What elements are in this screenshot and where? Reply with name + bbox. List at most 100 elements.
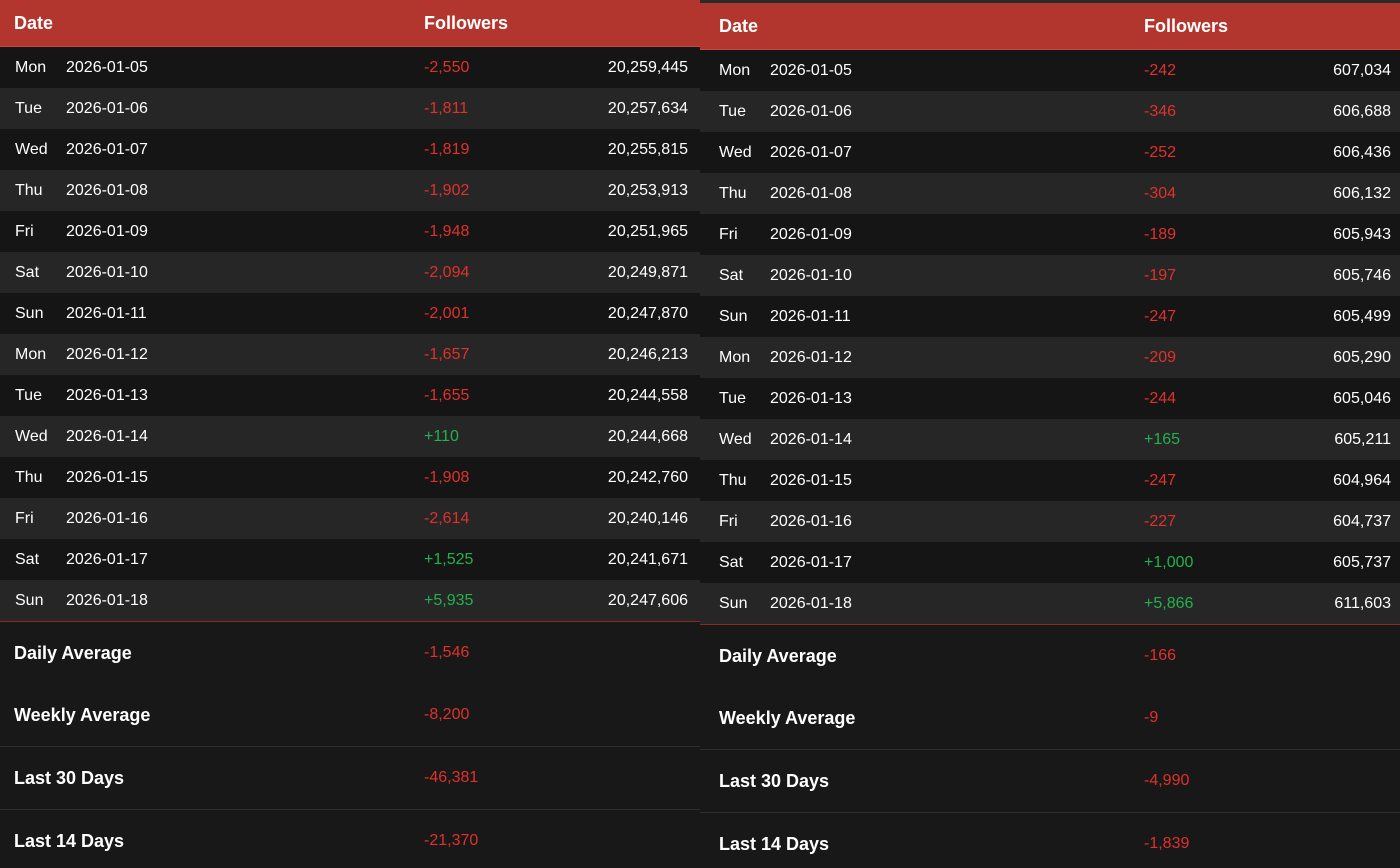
- follower-change-cell: -247: [1144, 471, 1177, 489]
- table-row: Wed 2026-01-07 -1,819 20,255,815: [0, 129, 700, 170]
- follower-total-cell: 20,242,760: [607, 468, 688, 486]
- date-cell: 2026-01-10: [66, 263, 148, 281]
- follower-total-cell: 611,603: [1334, 594, 1391, 612]
- date-cell: 2026-01-14: [66, 427, 148, 445]
- date-cell: 2026-01-16: [770, 512, 852, 530]
- follower-total-cell: 606,688: [1333, 102, 1391, 120]
- follower-total-cell: 604,964: [1333, 471, 1391, 489]
- followers-column-header[interactable]: Followers: [1144, 15, 1229, 36]
- follower-change-cell: -242: [1144, 61, 1177, 79]
- day-cell: Thu: [719, 471, 747, 489]
- summary-label: Last 30 Days: [719, 770, 830, 791]
- followers-column-header[interactable]: Followers: [424, 12, 509, 33]
- summary-label: Last 14 Days: [719, 833, 830, 854]
- day-cell: Sun: [719, 594, 748, 612]
- follower-total-cell: 20,240,146: [607, 509, 688, 527]
- table-row: Tue 2026-01-13 -1,655 20,244,558: [0, 375, 700, 416]
- day-cell: Sun: [15, 304, 44, 322]
- date-cell: 2026-01-18: [770, 594, 852, 612]
- right-stats-table: Date Followers Mon 2026-01-05 -242 607,034 T…: [700, 0, 1400, 868]
- day-cell: Mon: [15, 345, 47, 363]
- summary-value: -166: [1144, 647, 1177, 664]
- follower-change-cell: -252: [1144, 143, 1177, 161]
- follower-total-cell: 20,251,965: [607, 222, 688, 240]
- follower-change-cell: +110: [424, 427, 459, 445]
- follower-total-cell: 605,499: [1333, 307, 1391, 325]
- follower-total-cell: 605,046: [1333, 389, 1391, 407]
- follower-change-cell: -1,657: [424, 345, 470, 363]
- follower-total-cell: 20,246,213: [607, 345, 688, 363]
- date-column-header[interactable]: Date: [719, 15, 759, 36]
- summary-label: Daily Average: [719, 645, 837, 666]
- table-row: Sat 2026-01-17 +1,000 605,737: [700, 542, 1400, 583]
- follower-total-cell: 20,249,871: [607, 263, 688, 281]
- table-row: Sun 2026-01-18 +5,866 611,603: [700, 583, 1400, 624]
- date-cell: 2026-01-05: [770, 61, 852, 79]
- follower-change-cell: -346: [1144, 102, 1177, 120]
- date-cell: 2026-01-09: [66, 222, 148, 240]
- summary-row: Weekly Average -8,200: [0, 684, 700, 746]
- follower-total-cell: 606,132: [1333, 184, 1391, 202]
- date-column-header[interactable]: Date: [14, 12, 54, 33]
- follower-change-cell: -2,001: [424, 304, 470, 322]
- day-cell: Fri: [15, 509, 34, 527]
- day-cell: Fri: [719, 512, 738, 530]
- table-row: Sat 2026-01-17 +1,525 20,241,671: [0, 539, 700, 580]
- follower-total-cell: 20,259,445: [607, 58, 688, 76]
- follower-change-cell: -1,655: [424, 386, 470, 404]
- summary-value: -4,990: [1144, 772, 1190, 789]
- table-row: Sat 2026-01-10 -197 605,746: [700, 255, 1400, 296]
- day-cell: Fri: [15, 222, 34, 240]
- summary-row: Last 14 Days -21,370: [0, 809, 700, 868]
- date-cell: 2026-01-09: [770, 225, 852, 243]
- day-cell: Wed: [719, 143, 752, 161]
- table-row: Fri 2026-01-09 -1,948 20,251,965: [0, 211, 700, 252]
- table-row: Fri 2026-01-09 -189 605,943: [700, 214, 1400, 255]
- summary-label: Last 30 Days: [14, 767, 125, 788]
- follower-change-cell: +1,525: [424, 550, 474, 568]
- day-cell: Wed: [719, 430, 752, 448]
- table-row: Mon 2026-01-05 -242 607,034: [700, 50, 1400, 91]
- follower-change-cell: -1,902: [424, 181, 470, 199]
- follower-change-cell: +1,000: [1144, 553, 1194, 571]
- day-cell: Wed: [15, 140, 48, 158]
- day-cell: Tue: [15, 386, 42, 404]
- date-cell: 2026-01-11: [770, 307, 851, 325]
- follower-change-cell: -227: [1144, 512, 1177, 530]
- day-cell: Sat: [719, 266, 744, 284]
- table-row: Fri 2026-01-16 -227 604,737: [700, 501, 1400, 542]
- follower-total-cell: 606,436: [1333, 143, 1391, 161]
- day-cell: Mon: [719, 61, 751, 79]
- day-cell: Mon: [15, 58, 47, 76]
- table-row: Sun 2026-01-11 -2,001 20,247,870: [0, 293, 700, 334]
- day-cell: Mon: [719, 348, 751, 366]
- date-cell: 2026-01-06: [66, 99, 148, 117]
- date-cell: 2026-01-14: [770, 430, 852, 448]
- day-cell: Tue: [719, 102, 746, 120]
- follower-total-cell: 605,943: [1333, 225, 1391, 243]
- summary-section: Daily Average -166 Weekly Average -9 Last 30…: [700, 624, 1400, 868]
- follower-total-cell: 20,244,558: [607, 386, 688, 404]
- day-cell: Sun: [15, 591, 44, 609]
- date-cell: 2026-01-15: [770, 471, 852, 489]
- date-cell: 2026-01-13: [770, 389, 852, 407]
- table-row: Thu 2026-01-08 -304 606,132: [700, 173, 1400, 214]
- date-cell: 2026-01-07: [66, 140, 148, 158]
- date-cell: 2026-01-08: [66, 181, 148, 199]
- follower-change-cell: -247: [1144, 307, 1177, 325]
- day-cell: Sun: [719, 307, 748, 325]
- date-cell: 2026-01-05: [66, 58, 148, 76]
- summary-value: -46,381: [424, 769, 479, 786]
- date-cell: 2026-01-12: [66, 345, 148, 363]
- day-cell: Sat: [719, 553, 744, 571]
- summary-value: -1,839: [1144, 835, 1190, 852]
- summary-row: Daily Average -1,546: [0, 622, 700, 684]
- table-row: Sun 2026-01-18 +5,935 20,247,606: [0, 580, 700, 621]
- day-cell: Thu: [15, 468, 43, 486]
- table-row: Sun 2026-01-11 -247 605,499: [700, 296, 1400, 337]
- summary-section: Daily Average -1,546 Weekly Average -8,200 L…: [0, 621, 700, 868]
- date-cell: 2026-01-10: [770, 266, 852, 284]
- follower-change-cell: -1,819: [424, 140, 470, 158]
- table-body: Mon 2026-01-05 -242 607,034 Tue 2026-01-06 -34…: [700, 50, 1400, 624]
